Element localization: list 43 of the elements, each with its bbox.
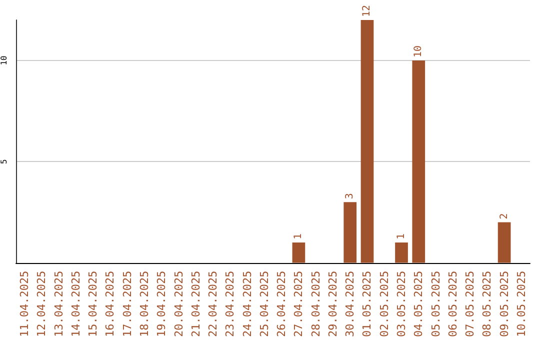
x-tick-label: 18.04.2025: [138, 270, 151, 338]
x-tick-label: 15.04.2025: [86, 270, 100, 338]
x-tick-label: 28.04.2025: [309, 270, 322, 338]
x-tick-label: 12.04.2025: [35, 270, 48, 338]
bar: [498, 222, 511, 263]
bar: [344, 202, 357, 263]
x-tick-label: 14.04.2025: [69, 270, 82, 338]
x-tick-label: 25.04.2025: [258, 270, 271, 338]
x-tick-label: 05.05.2025: [429, 270, 442, 338]
x-tick-label: 29.04.2025: [326, 270, 340, 338]
x-tick-label: 24.04.2025: [240, 270, 254, 338]
x-tick-label: 30.04.2025: [344, 270, 357, 338]
bar: [395, 242, 408, 263]
x-tick-label: 27.04.2025: [292, 270, 306, 338]
x-tick-label: 02.05.2025: [378, 270, 391, 338]
x-tick-label: 08.05.2025: [480, 270, 494, 338]
x-tick-label: 16.04.2025: [104, 270, 117, 338]
x-tick-label: 21.04.2025: [189, 270, 202, 338]
data-label: 3: [344, 193, 356, 200]
data-label: 2: [498, 213, 510, 220]
data-label: 12: [362, 4, 373, 17]
data-label: 1: [293, 234, 304, 240]
bar: [412, 60, 426, 263]
bar: [292, 242, 306, 263]
x-tick-label: 09.05.2025: [498, 270, 511, 338]
x-tick-label: 20.04.2025: [172, 270, 186, 338]
x-tick-label: 10.05.2025: [514, 270, 528, 338]
data-label: 10: [413, 45, 424, 58]
x-tick-label: 11.04.2025: [18, 270, 32, 338]
x-tick-label: 13.04.2025: [52, 270, 66, 338]
x-tick-label: 03.05.2025: [395, 270, 408, 338]
x-tick-label: 22.04.2025: [206, 270, 220, 338]
x-tick-label: 17.04.2025: [120, 270, 134, 338]
x-tick-label: 07.05.2025: [464, 270, 477, 338]
x-tick-label: 06.05.2025: [446, 270, 460, 338]
x-tick-label: 01.05.2025: [360, 270, 374, 338]
y-tick-label: 5: [0, 159, 8, 164]
data-label: 1: [396, 234, 407, 240]
x-tick-label: 04.05.2025: [412, 270, 426, 338]
x-tick-label: 19.04.2025: [155, 270, 168, 338]
x-tick-label: 26.04.2025: [275, 270, 288, 338]
x-tick-label: 23.04.2025: [224, 270, 237, 338]
bar: [360, 20, 374, 263]
